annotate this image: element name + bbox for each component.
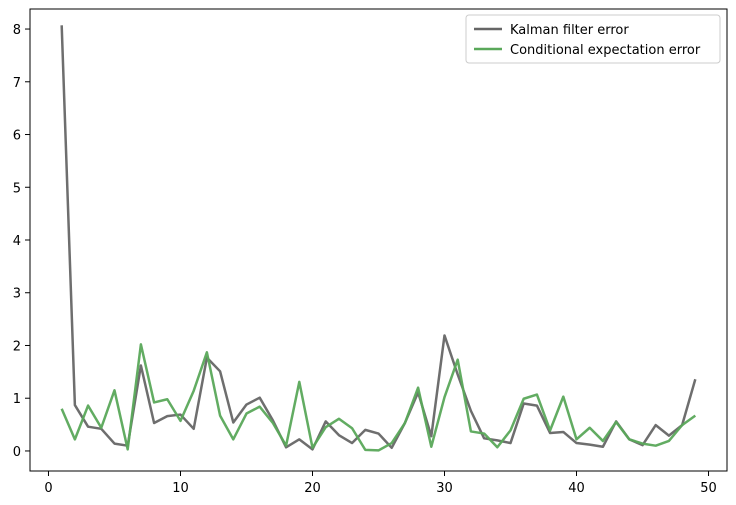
y-tick-label: 0 xyxy=(13,445,21,460)
y-tick-label: 3 xyxy=(13,287,21,302)
legend-label-conditional: Conditional expectation error xyxy=(510,43,701,58)
legend-box xyxy=(465,14,721,64)
y-tick-label: 7 xyxy=(13,76,21,91)
legend-label-kalman: Kalman filter error xyxy=(510,23,629,38)
x-tick-label: 50 xyxy=(700,481,717,496)
y-tick-label: 4 xyxy=(13,234,21,249)
y-tick-label: 1 xyxy=(13,392,21,407)
x-tick-label: 0 xyxy=(44,481,52,496)
x-tick-label: 40 xyxy=(568,481,585,496)
x-tick-label: 10 xyxy=(172,481,189,496)
y-tick-label: 2 xyxy=(13,339,21,354)
x-tick-label: 20 xyxy=(304,481,321,496)
y-tick-label: 8 xyxy=(13,23,21,38)
axes-layer: 0 10 20 30 40 50 0 1 2 3 4 5 6 7 8 xyxy=(13,23,717,496)
legend: Kalman filter error Conditional expectat… xyxy=(465,14,721,64)
series-line-conditional xyxy=(60,343,697,452)
y-tick-label: 6 xyxy=(13,129,21,144)
series-layer xyxy=(60,25,697,452)
y-tick-label: 5 xyxy=(13,181,21,196)
series-line-kalman xyxy=(60,25,697,451)
x-tick-label: 30 xyxy=(436,481,453,496)
